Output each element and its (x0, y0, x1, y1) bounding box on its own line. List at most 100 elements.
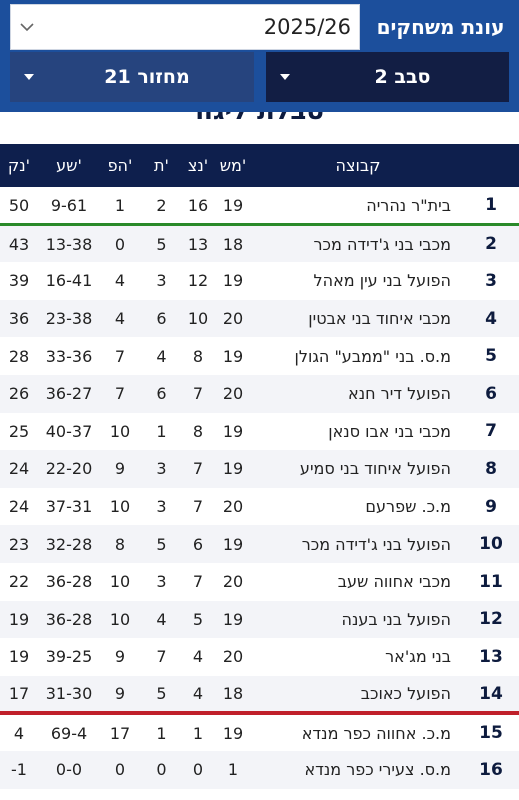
cell-lost: 17 (109, 723, 131, 743)
cell-pos: 14 (463, 675, 519, 716)
cell-won: 6 (192, 534, 204, 554)
col-drawn[interactable]: ת' (154, 156, 169, 175)
cell-team[interactable]: הפועל בני בענה (341, 609, 451, 629)
col-won[interactable]: נצ' (187, 156, 209, 175)
cell-won: 7 (192, 384, 204, 404)
cell-pos: 2 (485, 234, 497, 255)
table-row[interactable]: 43 13-38 0 5 13 18 מכבי בני ג'דידה מכר 2 (0, 224, 519, 263)
table-row[interactable]: 17 31-30 9 5 4 18 הפועל כאוכב 14 (0, 675, 519, 716)
table-row[interactable]: 23 32-28 8 5 6 19 הפועל בני ג'דידה מכר 10 (0, 525, 519, 563)
col-points[interactable]: נק' (7, 156, 31, 175)
table-row[interactable]: -1 0-0 0 0 0 1 מ.ס. צעירי כפר מנדא 16 (0, 750, 519, 789)
cell-lost: 10 (109, 421, 131, 441)
cell-team[interactable]: בית"ר נהריה (253, 187, 463, 227)
league-table: נק' שע' הפ' ת' נצ' מש' קבוצה 50 9-61 1 2 16 1… (0, 144, 519, 789)
cell-points: 36 (8, 309, 30, 329)
table-row[interactable]: 4 69-4 17 1 1 19 מ.כ. אחווה כפר מנדא 15 (0, 713, 519, 751)
cell-drawn: 5 (156, 234, 167, 254)
cell-team[interactable]: מ.כ. שפרעם (365, 497, 451, 517)
chevron-down-icon (20, 23, 34, 32)
col-goals[interactable]: שע' (56, 156, 82, 175)
cell-team[interactable]: הפועל איחוד בני סמיע (299, 459, 451, 479)
cell-lost: 9 (114, 647, 126, 667)
cell-drawn: 4 (156, 346, 167, 366)
cell-drawn: 3 (156, 459, 167, 479)
cell-drawn: 5 (140, 675, 183, 716)
cell-goals: 36-27 (45, 384, 93, 404)
cell-lost: 4 (114, 309, 126, 329)
cell-pos: 4 (485, 308, 497, 329)
cell-points: 24 (8, 497, 30, 517)
cell-team[interactable]: מ.ס. צעירי כפר מנדא (304, 760, 451, 780)
cell-won: 10 (187, 309, 209, 329)
col-played[interactable]: מש' (219, 156, 247, 175)
cell-points: 23 (8, 534, 30, 554)
cell-points: 43 (8, 234, 30, 254)
col-team[interactable]: קבוצה (335, 156, 381, 175)
cell-pos: 13 (479, 646, 503, 667)
table-row[interactable]: 24 37-31 10 3 7 20 מ.כ. שפרעם 9 (0, 487, 519, 526)
cell-points: 24 (8, 459, 30, 479)
cell-lost: 4 (114, 271, 126, 291)
table-row[interactable]: 19 39-25 9 7 4 20 בני מג'אר 13 (0, 638, 519, 676)
table-row[interactable]: 50 9-61 1 2 16 19 בית"ר נהריה 1 (0, 187, 519, 227)
cell-played: 19 (222, 534, 244, 554)
cell-goals: 9-61 (38, 187, 100, 227)
cell-pos: 10 (479, 534, 503, 555)
cycle-dropdown[interactable]: סבב 2 (266, 52, 509, 102)
cell-team[interactable]: מכבי בני אבו סנאן (328, 421, 451, 441)
cell-team[interactable]: מכבי איחוד בני אבטין (308, 309, 451, 329)
cell-team[interactable]: הפועל בני ג'דידה מכר (301, 534, 451, 554)
table-row[interactable]: 25 40-37 10 1 8 19 מכבי בני אבו סנאן 7 (0, 412, 519, 451)
col-lost[interactable]: הפ' (107, 156, 133, 175)
cell-team[interactable]: הפועל דיר חנא (348, 384, 451, 404)
cell-played: 20 (222, 497, 244, 517)
cell-lost: 0 (114, 234, 126, 254)
cell-team[interactable]: הפועל בני עין מאהל (313, 271, 451, 291)
cell-goals: 23-38 (45, 309, 93, 329)
cell-goals: 39-25 (45, 647, 93, 667)
cell-played: 19 (222, 459, 244, 479)
table-row[interactable]: 36 23-38 4 6 10 20 מכבי איחוד בני אבטין 4 (0, 299, 519, 338)
cell-lost: 10 (109, 609, 131, 629)
cell-won: 12 (187, 271, 209, 291)
cell-goals: 37-31 (45, 497, 93, 517)
cell-team[interactable]: מ.ס. בני "ממבע" הגולן (294, 346, 452, 366)
season-select[interactable]: 2025/26 (10, 4, 360, 50)
cell-team[interactable]: מ.כ. אחווה כפר מנדא (301, 723, 451, 743)
cell-lost: 0 (114, 760, 126, 780)
cell-team[interactable]: הפועל כאוכב (253, 675, 463, 716)
cell-points: 25 (8, 421, 30, 441)
table-row[interactable]: 39 16-41 4 3 12 19 הפועל בני עין מאהל 3 (0, 262, 519, 300)
cell-drawn: 7 (156, 647, 167, 667)
table-row[interactable]: 26 36-27 7 6 7 20 הפועל דיר חנא 6 (0, 374, 519, 413)
cell-pos: 15 (479, 723, 503, 744)
table-row[interactable]: 22 36-28 10 3 7 20 מכבי אחווה שעב 11 (0, 562, 519, 601)
cell-team[interactable]: בני מג'אר (385, 647, 451, 667)
cell-won: 16 (183, 187, 213, 227)
cell-drawn: 6 (156, 384, 167, 404)
cell-played: 1 (227, 760, 239, 780)
cell-points: 17 (0, 675, 38, 716)
cell-pos: 6 (485, 383, 497, 404)
cell-drawn: 3 (156, 572, 167, 592)
table-row[interactable]: 24 22-20 9 3 7 19 הפועל איחוד בני סמיע 8 (0, 450, 519, 488)
cell-points: -1 (11, 760, 27, 780)
cell-team[interactable]: מכבי בני ג'דידה מכר (313, 234, 452, 254)
cell-won: 4 (183, 675, 213, 716)
cell-played: 19 (222, 723, 244, 743)
cell-team[interactable]: מכבי אחווה שעב (337, 572, 451, 592)
round-dropdown[interactable]: מחזור 21 (10, 52, 254, 102)
cell-won: 8 (192, 346, 204, 366)
filter-bar: עונת משחקים 2025/26 סבב 2 מחזור 21 (0, 0, 519, 112)
cell-won: 13 (187, 234, 209, 254)
cell-points: 50 (0, 187, 38, 227)
table-row[interactable]: 28 33-36 7 4 8 19 מ.ס. בני "ממבע" הגולן 5 (0, 337, 519, 375)
cell-pos: 5 (485, 346, 497, 367)
cell-lost: 10 (109, 572, 131, 592)
cell-pos: 11 (479, 571, 503, 592)
cell-played: 20 (222, 309, 244, 329)
cell-goals: 13-38 (45, 234, 93, 254)
table-row[interactable]: 19 36-28 10 4 5 19 הפועל בני בענה 12 (0, 600, 519, 639)
cell-goals: 40-37 (45, 421, 93, 441)
